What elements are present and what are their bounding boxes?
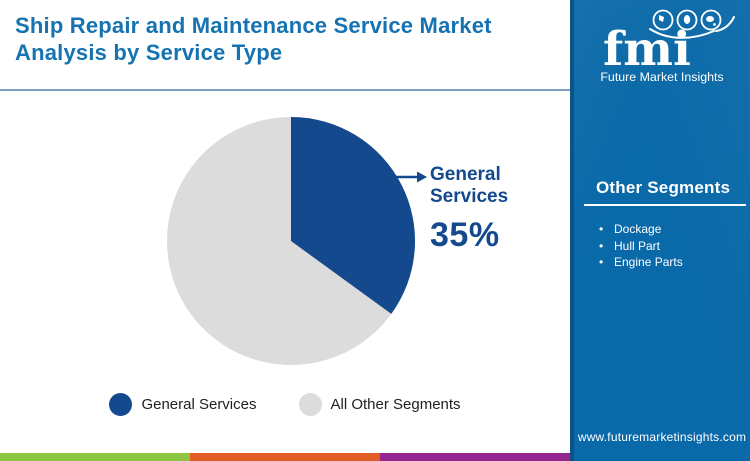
logo-swoosh-tip [715,16,735,32]
other-segments-list: Dockage Hull Part Engine Parts [599,221,683,271]
pie-chart [167,117,415,365]
logo-brand-text: fmi [603,22,691,77]
legend-label-all-other-segments: All Other Segments [330,396,461,413]
callout-value: 35% [430,215,500,254]
chart-panel: Ship Repair and Maintenance Service Mark… [0,12,570,461]
legend-label-general-services: General Services [141,396,257,413]
legend-item-general-services: General Services [109,393,257,416]
segment-item-hull-part: Hull Part [599,238,683,255]
website-link[interactable]: www.futuremarketinsights.com [577,430,747,444]
other-segments-divider [584,204,746,206]
globe-icons [652,9,722,31]
callout-label: General Services [430,164,509,208]
other-segments-heading: Other Segments [596,178,731,197]
segment-item-engine-parts: Engine Parts [599,254,683,271]
legend-item-all-other-segments: All Other Segments [298,393,461,416]
legend-swatch-general-services [109,393,133,416]
page-title: Ship Repair and Maintenance Service Mark… [15,12,563,67]
fmi-logo: fmi Future Market Insights [600,9,735,84]
segment-item-dockage: Dockage [599,221,683,238]
legend: General Services All Other Segments [0,393,570,416]
stripe-orange [190,453,380,461]
pie-slice-general-services [291,117,415,314]
slice-callout: General Services 35% [430,164,540,255]
logo-swoosh [649,28,715,39]
callout-arrow-icon [391,171,427,183]
logo-subtitle: Future Market Insights [600,70,723,84]
page-title-line1: Ship Repair and Maintenance Service Mark… [15,13,492,38]
stripe-green [0,453,190,461]
sidebar: fmi Future Market Insights Other Segment… [570,0,750,461]
title-divider [0,89,570,91]
page-title-line2: Analysis by Service Type [15,40,283,66]
footer-stripes [0,453,570,461]
legend-swatch-all-other-segments [298,393,322,416]
stripe-purple [380,453,570,461]
